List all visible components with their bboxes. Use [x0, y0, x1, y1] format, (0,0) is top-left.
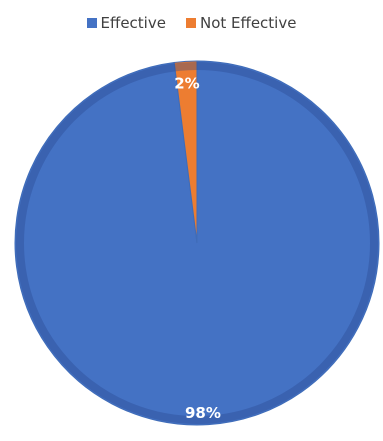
legend-entry-not-effective: Not Effective [185, 14, 297, 32]
legend-label-not-effective: Not Effective [199, 14, 297, 32]
pie-bevel-ring [16, 62, 378, 424]
legend-label-effective: Effective [100, 14, 166, 32]
pie-slice-not-effective [173, 60, 198, 244]
chart-legend: Effective Not Effective [0, 14, 383, 32]
legend-swatch-effective [86, 18, 97, 28]
legend-swatch-not-effective [185, 18, 196, 28]
data-label-not-effective: 2% [174, 74, 199, 92]
legend-entry-effective: Effective [86, 14, 166, 32]
data-label-effective: 98% [185, 404, 221, 422]
